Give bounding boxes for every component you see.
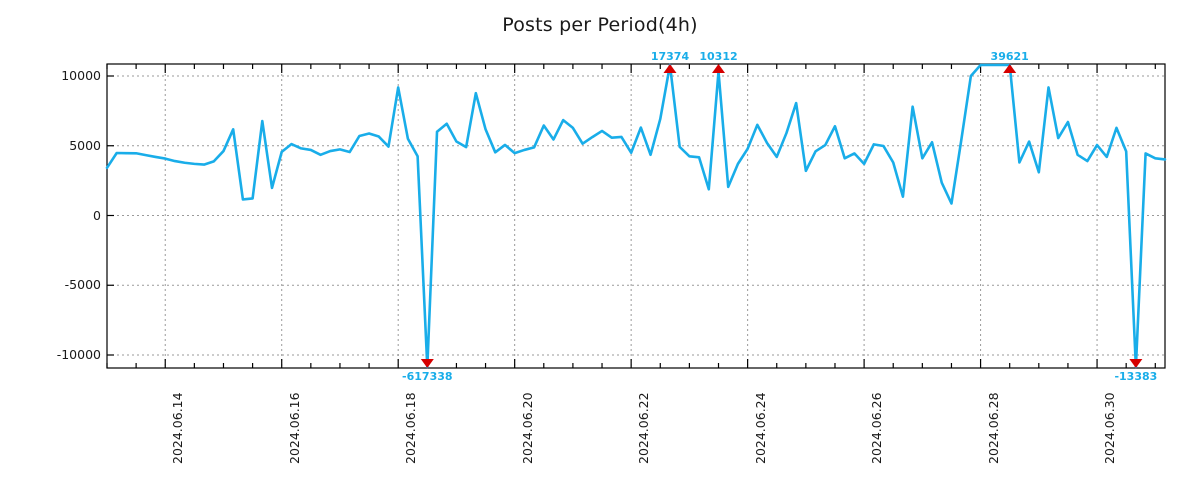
y-axis-tick-text: -10000 — [56, 347, 101, 362]
x-axis-tick-label: 2024.06.20 — [519, 392, 535, 464]
line-series — [105, 63, 1167, 369]
plot-frame — [106, 63, 1166, 369]
annotation-value-label: 39621 — [990, 50, 1029, 63]
x-axis-tick-label: 2024.06.22 — [636, 392, 652, 464]
peak-marker-up — [712, 64, 726, 73]
y-axis-tick-text: 5000 — [69, 137, 101, 153]
peak-marker-down — [420, 359, 434, 368]
annotation-value-label: 17374 — [650, 50, 690, 63]
x-axis-tick-label: 2024.06.18 — [403, 392, 419, 464]
peak-marker-up — [663, 64, 677, 73]
x-axis-tick-label: 2024.06.14 — [170, 392, 186, 464]
annotation-markers — [420, 64, 1143, 368]
annotation-value-label: 10312 — [699, 50, 738, 63]
data-series — [105, 63, 1167, 369]
x-axis-tick-label: 2024.06.28 — [985, 392, 1001, 464]
x-axis-tick-label: 2024.06.26 — [869, 392, 885, 464]
x-axis-tick-label: 2024.06.24 — [752, 392, 768, 464]
annotation-value-label: -13383 — [1114, 370, 1158, 383]
x-axis-tick-label: 2024.06.16 — [286, 392, 302, 464]
y-axis-tick-text: 0 — [93, 207, 101, 223]
peak-marker-up — [1003, 64, 1017, 73]
annotation-value-label: -617338 — [402, 370, 453, 383]
page-title: Posts per Period(4h) — [502, 14, 698, 36]
y-axis-tick-text: 10000 — [61, 68, 101, 83]
gridlines — [107, 64, 1165, 368]
plot-border — [106, 63, 1166, 369]
y-axis-tick-text: -5000 — [64, 277, 101, 293]
x-axis-tick-label: 2024.06.30 — [1102, 392, 1118, 464]
peak-marker-down — [1129, 359, 1143, 368]
